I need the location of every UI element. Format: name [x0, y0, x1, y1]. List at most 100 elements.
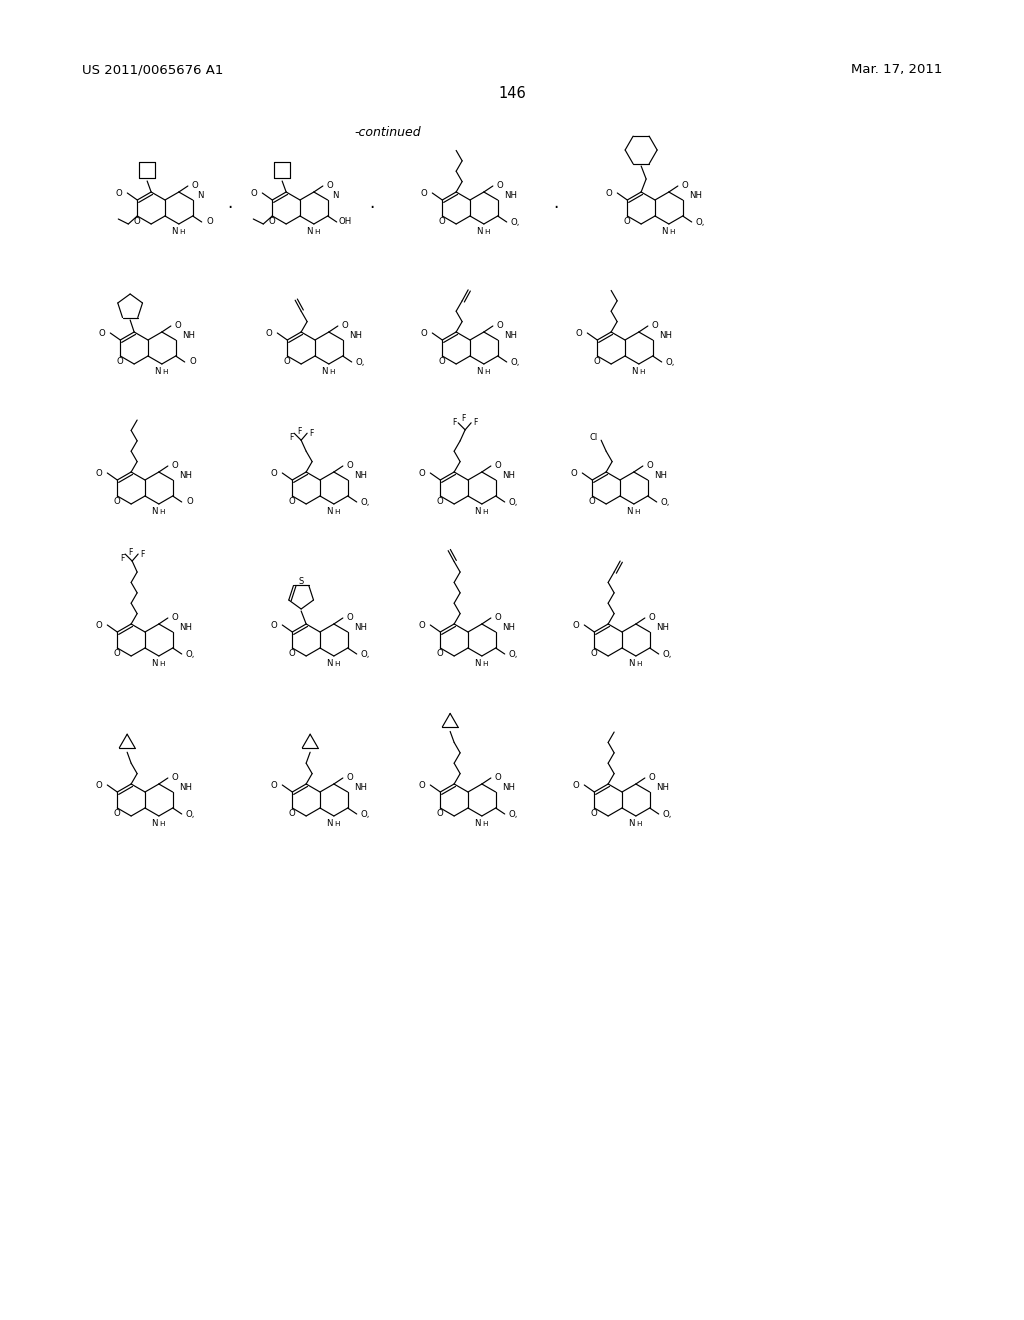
Text: H: H [634, 510, 640, 515]
Text: O,: O, [663, 649, 672, 659]
Text: NH: NH [654, 471, 668, 480]
Text: O: O [96, 469, 102, 478]
Text: O: O [99, 329, 105, 338]
Text: O,: O, [508, 649, 517, 659]
Text: OH: OH [338, 218, 351, 227]
Text: O,: O, [510, 218, 519, 227]
Text: O: O [114, 496, 121, 506]
Text: Mar. 17, 2011: Mar. 17, 2011 [851, 63, 942, 77]
Text: N: N [306, 227, 313, 236]
Text: 146: 146 [498, 86, 526, 100]
Text: O: O [266, 329, 272, 338]
Text: NH: NH [354, 471, 368, 480]
Text: ·: · [227, 199, 232, 216]
Text: F: F [473, 418, 477, 428]
Text: H: H [159, 821, 165, 828]
Text: F: F [452, 418, 457, 428]
Text: O,: O, [660, 498, 670, 507]
Text: N: N [327, 507, 333, 516]
Text: O: O [346, 614, 353, 623]
Text: O: O [419, 780, 426, 789]
Text: O: O [189, 358, 196, 367]
Text: O,: O, [665, 358, 675, 367]
Text: N: N [629, 820, 635, 829]
Text: O: O [289, 496, 296, 506]
Text: O: O [191, 181, 199, 190]
Text: NH: NH [179, 784, 193, 792]
Text: O: O [682, 181, 688, 190]
Text: O: O [495, 774, 501, 783]
Text: NH: NH [349, 331, 362, 341]
Text: O: O [437, 648, 443, 657]
Text: O: O [572, 620, 580, 630]
Text: N: N [629, 660, 635, 668]
Text: O: O [284, 356, 291, 366]
Text: O,: O, [185, 649, 195, 659]
Text: O: O [437, 808, 443, 817]
Text: O: O [171, 614, 178, 623]
Text: NH: NH [656, 784, 670, 792]
Text: H: H [162, 370, 168, 375]
Text: F: F [289, 433, 293, 442]
Text: NH: NH [502, 623, 515, 632]
Text: F: F [297, 426, 301, 436]
Text: O: O [134, 216, 140, 226]
Text: O: O [419, 469, 426, 478]
Text: O: O [207, 218, 213, 227]
Text: O: O [439, 356, 445, 366]
Text: O: O [251, 189, 258, 198]
Text: NH: NH [504, 331, 517, 341]
Text: F: F [309, 429, 313, 438]
Text: NH: NH [656, 623, 670, 632]
Text: O: O [648, 774, 655, 783]
Text: O: O [271, 469, 278, 478]
Text: F: F [140, 549, 144, 558]
Text: O: O [606, 189, 612, 198]
Text: O: O [648, 614, 655, 623]
Text: O: O [624, 216, 631, 226]
Text: N: N [322, 367, 328, 376]
Text: N: N [474, 660, 481, 668]
Text: NH: NH [354, 784, 368, 792]
Text: O: O [117, 356, 124, 366]
Text: N: N [198, 191, 204, 201]
Text: H: H [482, 661, 487, 667]
Text: N: N [476, 227, 483, 236]
Text: N: N [662, 227, 668, 236]
Text: H: H [329, 370, 335, 375]
Text: NH: NH [689, 191, 702, 201]
Text: H: H [334, 510, 340, 515]
Text: O: O [346, 774, 353, 783]
Text: H: H [159, 510, 165, 515]
Text: H: H [639, 370, 644, 375]
Text: O: O [171, 774, 178, 783]
Text: H: H [484, 228, 489, 235]
Text: O: O [651, 322, 658, 330]
Text: F: F [461, 414, 465, 424]
Text: O: O [114, 808, 121, 817]
Text: US 2011/0065676 A1: US 2011/0065676 A1 [82, 63, 223, 77]
Text: O: O [96, 780, 102, 789]
Text: O: O [421, 329, 428, 338]
Text: N: N [152, 820, 158, 829]
Text: O: O [495, 614, 501, 623]
Text: NH: NH [179, 623, 193, 632]
Text: N: N [627, 507, 633, 516]
Text: H: H [484, 370, 489, 375]
Text: H: H [482, 510, 487, 515]
Text: N: N [632, 367, 638, 376]
Text: O,: O, [508, 809, 517, 818]
Text: N: N [155, 367, 161, 376]
Text: F: F [128, 548, 132, 557]
Text: O: O [346, 462, 353, 470]
Text: O: O [439, 216, 445, 226]
Text: O: O [289, 648, 296, 657]
Text: O,: O, [510, 358, 519, 367]
Text: N: N [474, 820, 481, 829]
Text: N: N [327, 820, 333, 829]
Text: O: O [421, 189, 428, 198]
Text: NH: NH [659, 331, 672, 341]
Text: O,: O, [355, 358, 365, 367]
Text: O,: O, [508, 498, 517, 507]
Text: O: O [572, 780, 580, 789]
